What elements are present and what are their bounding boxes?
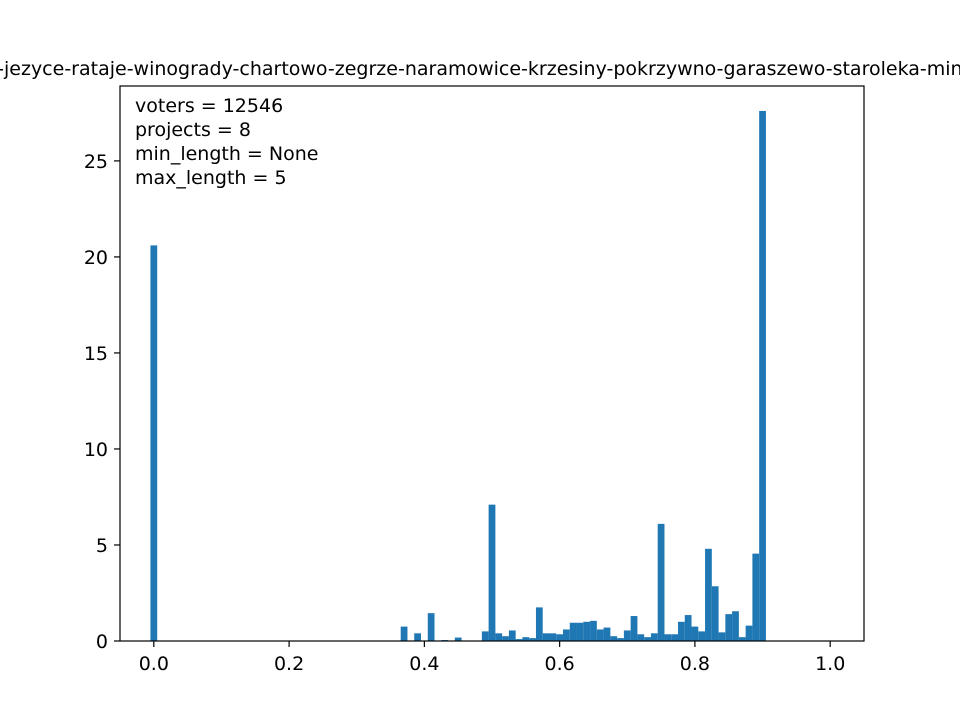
histogram-bar bbox=[515, 639, 523, 641]
histogram-bar bbox=[529, 638, 536, 641]
histogram-bar bbox=[617, 638, 624, 641]
histogram-bar bbox=[711, 586, 719, 641]
histogram-bar bbox=[637, 634, 645, 641]
histogram-bar bbox=[495, 633, 503, 641]
histogram-bar bbox=[522, 637, 530, 641]
histogram-bar bbox=[427, 613, 435, 641]
annotation-line: min_length = None bbox=[135, 143, 318, 165]
histogram-bar bbox=[718, 632, 726, 641]
histogram-bar bbox=[623, 630, 631, 641]
histogram-bar bbox=[752, 553, 760, 641]
histogram-bar bbox=[400, 626, 408, 641]
y-tick-label: 5 bbox=[96, 535, 108, 557]
histogram-bar bbox=[454, 637, 462, 641]
bars-group bbox=[150, 110, 766, 642]
y-tick-label: 20 bbox=[84, 247, 108, 269]
histogram-bar bbox=[583, 621, 591, 641]
histogram-bar bbox=[684, 615, 692, 641]
histogram-bar bbox=[745, 625, 753, 641]
histogram-bar bbox=[563, 629, 570, 641]
histogram-bar bbox=[610, 636, 618, 641]
histogram-bar bbox=[671, 634, 678, 641]
histogram-bar bbox=[549, 633, 557, 641]
histogram-bar bbox=[542, 633, 550, 641]
histogram-bar bbox=[569, 622, 577, 641]
histogram-bar bbox=[664, 634, 672, 641]
y-tick-label: 25 bbox=[84, 151, 108, 173]
histogram-bar bbox=[481, 631, 489, 641]
histogram-bar bbox=[705, 548, 712, 641]
histogram-bar bbox=[644, 637, 651, 641]
x-tick-label: 0.8 bbox=[680, 653, 710, 675]
histogram-bar bbox=[738, 637, 746, 641]
y-tick-label: 10 bbox=[84, 439, 108, 461]
histogram-bar bbox=[657, 523, 665, 641]
ticks-group: 0.0 0.2 0.4 0.6 0.8 1.0 0 5 10 15 20 25 bbox=[84, 151, 845, 675]
histogram-bar bbox=[698, 631, 706, 641]
histogram-bar bbox=[650, 633, 658, 641]
histogram-bar bbox=[508, 630, 516, 641]
histogram-bar bbox=[414, 633, 421, 641]
x-tick-label: 0.6 bbox=[545, 653, 575, 675]
x-tick-label: 0.0 bbox=[139, 653, 169, 675]
histogram-bar bbox=[732, 611, 739, 641]
histogram-bar bbox=[535, 607, 543, 641]
histogram-bar bbox=[150, 245, 158, 641]
histogram-bar bbox=[725, 614, 733, 641]
x-tick-label: 0.4 bbox=[409, 653, 439, 675]
histogram-bar bbox=[596, 629, 604, 641]
histogram-bar bbox=[576, 622, 584, 641]
histogram-bar bbox=[502, 636, 509, 641]
y-tick-label: 0 bbox=[96, 631, 108, 653]
histogram-bar bbox=[556, 634, 564, 641]
annotation-line: projects = 8 bbox=[135, 119, 251, 141]
chart-title: poznan_2018_wilda-wierzbiecice-lazarz-go… bbox=[0, 58, 960, 80]
x-tick-label: 1.0 bbox=[815, 653, 845, 675]
histogram-bar bbox=[590, 620, 597, 641]
axes-frame bbox=[119, 85, 865, 642]
annotation-line: voters = 12546 bbox=[135, 95, 283, 117]
y-tick-label: 15 bbox=[84, 343, 108, 365]
histogram-bar bbox=[488, 504, 496, 641]
histogram-bar bbox=[678, 621, 685, 641]
histogram-bar bbox=[630, 616, 638, 641]
annotation-line: max_length = 5 bbox=[135, 167, 287, 189]
histogram-bar bbox=[759, 110, 766, 642]
histogram-bar bbox=[691, 626, 699, 641]
histogram-bar bbox=[603, 627, 611, 641]
x-tick-label: 0.2 bbox=[274, 653, 304, 675]
